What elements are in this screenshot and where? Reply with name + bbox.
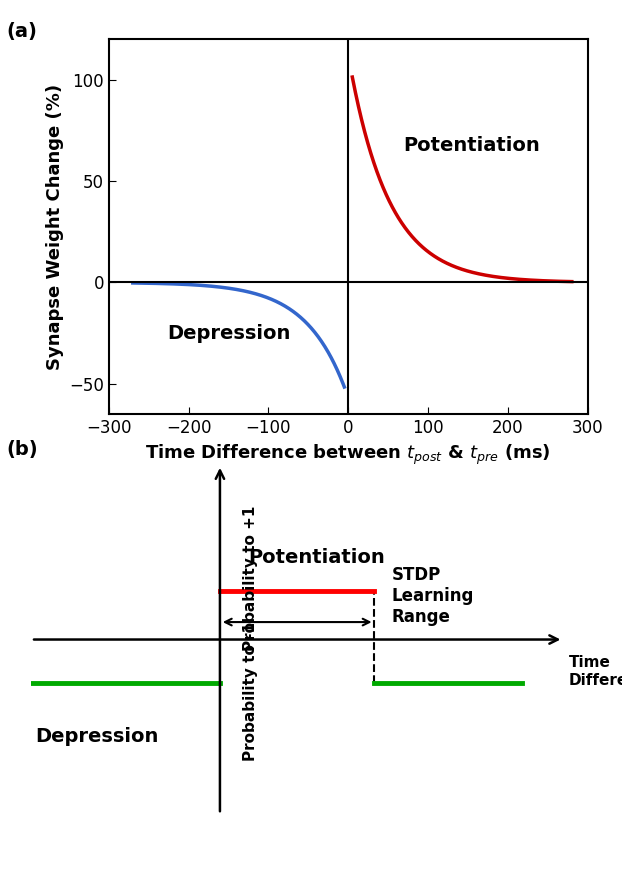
Text: Potentiation: Potentiation	[249, 548, 385, 567]
Text: Depression: Depression	[167, 324, 290, 344]
X-axis label: Time Difference between $t_{post}$ & $t_{pre}$ (ms): Time Difference between $t_{post}$ & $t_…	[146, 443, 551, 467]
Text: STDP
Learning
Range: STDP Learning Range	[392, 566, 474, 626]
Text: Time
Difference: Time Difference	[569, 656, 622, 688]
Text: (a): (a)	[6, 22, 37, 41]
Text: Probability to +1: Probability to +1	[243, 506, 258, 651]
Text: (b): (b)	[6, 440, 38, 460]
Y-axis label: Synapse Weight Change (%): Synapse Weight Change (%)	[45, 84, 63, 370]
Text: Potentiation: Potentiation	[404, 136, 541, 154]
Text: Probability to -1: Probability to -1	[243, 623, 258, 761]
Text: Depression: Depression	[35, 727, 159, 746]
